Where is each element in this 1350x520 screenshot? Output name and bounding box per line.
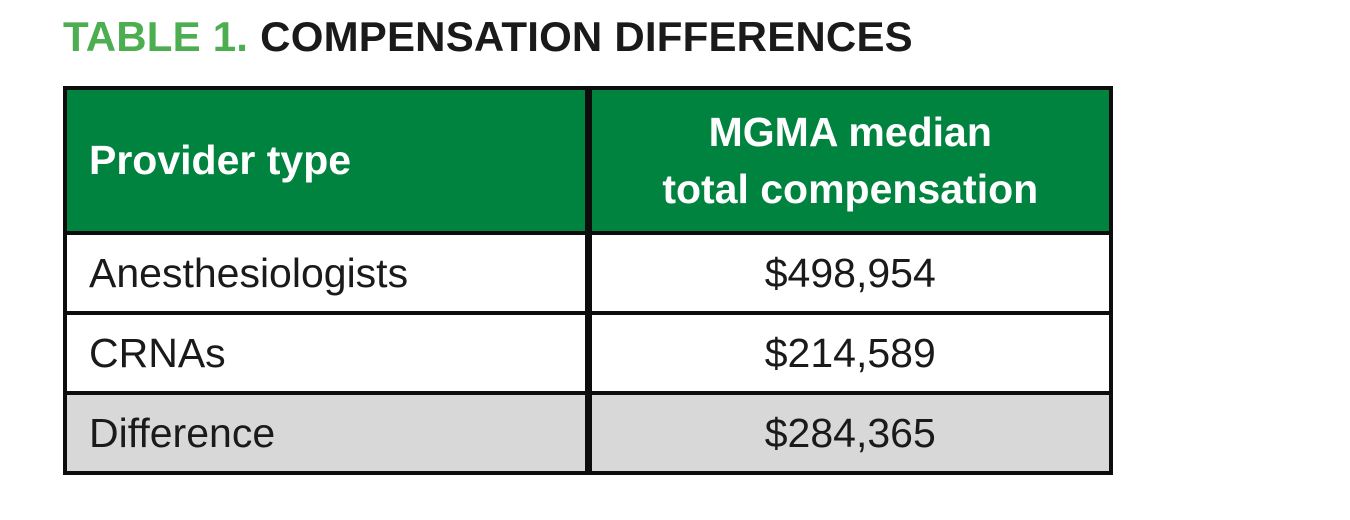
cell-value-crnas: $214,589 (584, 311, 1113, 396)
column-header-provider-type: Provider type (63, 86, 590, 236)
table-row: Anesthesiologists $498,954 (63, 231, 1113, 316)
cell-value-anesthesiologists: $498,954 (584, 231, 1113, 316)
header-compensation-line2: total compensation (662, 165, 1039, 212)
header-compensation-line1: MGMA median (708, 109, 992, 156)
cell-provider-difference: Difference (63, 391, 590, 476)
cell-provider-crnas: CRNAs (63, 311, 590, 396)
compensation-table: Provider type MGMA median total compensa… (63, 86, 1113, 476)
cell-value-difference: $284,365 (584, 391, 1113, 476)
column-header-mgma-median-total-compensation: MGMA median total compensation (584, 86, 1113, 236)
table-title-prefix: TABLE 1. (63, 13, 249, 60)
table-title: TABLE 1. COMPENSATION DIFFERENCES (63, 13, 1350, 60)
table-row-difference: Difference $284,365 (63, 391, 1113, 476)
cell-provider-anesthesiologists: Anesthesiologists (63, 231, 590, 316)
table-header-row: Provider type MGMA median total compensa… (63, 86, 1113, 236)
table-row: CRNAs $214,589 (63, 311, 1113, 396)
table-title-text: COMPENSATION DIFFERENCES (260, 13, 913, 60)
